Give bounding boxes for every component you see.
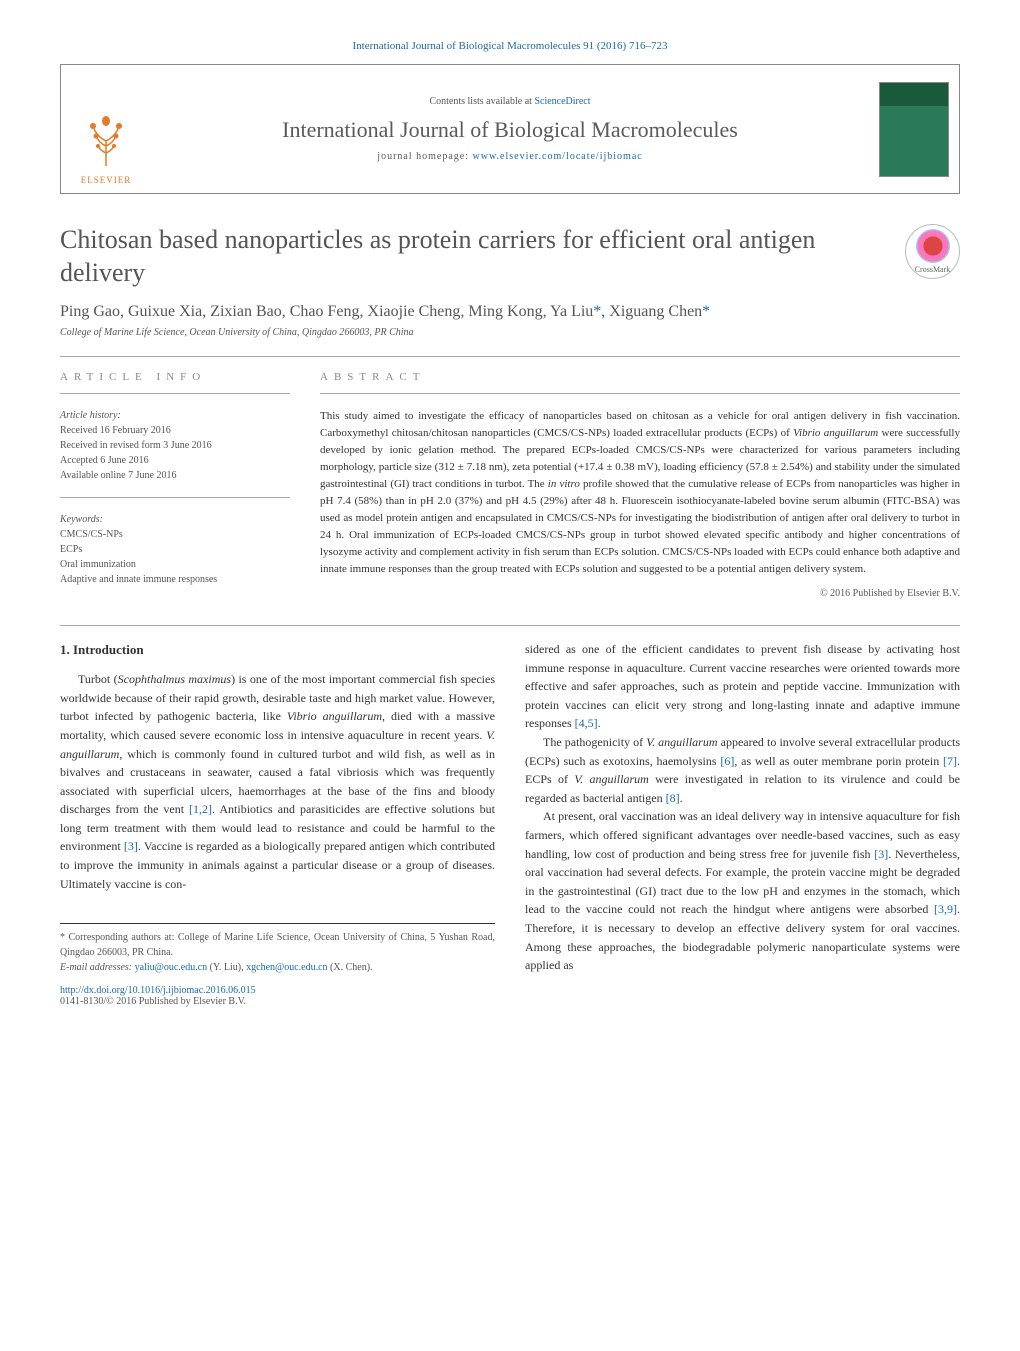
history-accepted: Accepted 6 June 2016 — [60, 453, 290, 468]
keyword: CMCS/CS-NPs — [60, 527, 290, 542]
abstract-text: This study aimed to investigate the effi… — [320, 408, 960, 578]
text-italic: V. anguillarum — [574, 772, 648, 786]
body-paragraph: At present, oral vaccination was an idea… — [525, 807, 960, 974]
contents-prefix: Contents lists available at — [429, 96, 531, 107]
journal-header: ELSEVIER Contents lists available at Sci… — [60, 64, 960, 194]
running-header: International Journal of Biological Macr… — [60, 40, 960, 52]
citation-link[interactable]: [1,2] — [189, 802, 212, 816]
abstract-column: abstract This study aimed to investigate… — [320, 371, 960, 601]
divider — [320, 393, 960, 394]
email-who: (Y. Liu), — [207, 962, 246, 973]
citation-link[interactable]: [3] — [124, 839, 138, 853]
journal-cover-icon — [879, 82, 949, 177]
keyword: Oral immunization — [60, 557, 290, 572]
body-paragraph: Turbot (Scophthalmus maximus) is one of … — [60, 670, 495, 893]
cover-thumbnail-block — [869, 65, 959, 193]
citation-link[interactable]: [6] — [720, 754, 734, 768]
publisher-logo-block: ELSEVIER — [61, 65, 151, 193]
affiliation: College of Marine Life Science, Ocean Un… — [60, 327, 960, 338]
body-columns: 1. Introduction Turbot (Scophthalmus max… — [60, 640, 960, 975]
history-received: Received 16 February 2016 — [60, 423, 290, 438]
article-title: Chitosan based nanoparticles as protein … — [60, 224, 885, 289]
author-list: Ping Gao, Guixue Xia, Zixian Bao, Chao F… — [60, 303, 960, 321]
text-seg: . — [598, 716, 601, 730]
email-line: E-mail addresses: yaliu@ouc.edu.cn (Y. L… — [60, 960, 495, 975]
journal-homepage-line: journal homepage: www.elsevier.com/locat… — [377, 151, 642, 162]
keyword: ECPs — [60, 542, 290, 557]
corr-mark-2: * — [702, 303, 710, 320]
publisher-name: ELSEVIER — [81, 175, 132, 185]
citation-link[interactable]: [3] — [874, 847, 888, 861]
header-center: Contents lists available at ScienceDirec… — [151, 65, 869, 193]
crossmark-badge[interactable]: CrossMark — [905, 224, 960, 279]
email-link[interactable]: yaliu@ouc.edu.cn — [135, 962, 208, 973]
doi-line: http://dx.doi.org/10.1016/j.ijbiomac.201… — [60, 985, 960, 996]
keywords-block: Keywords: CMCS/CS-NPs ECPs Oral immuniza… — [60, 512, 290, 587]
history-online: Available online 7 June 2016 — [60, 468, 290, 483]
author-last: Xiguang Chen — [609, 303, 702, 320]
elsevier-tree-icon — [81, 111, 131, 171]
doi-link[interactable]: http://dx.doi.org/10.1016/j.ijbiomac.201… — [60, 985, 256, 996]
abstract-italic: in vitro — [548, 478, 580, 490]
abstract-label: abstract — [320, 371, 960, 383]
abstract-seg: profile showed that the cumulative relea… — [320, 478, 960, 575]
footnotes: * Corresponding authors at: College of M… — [60, 923, 495, 975]
abstract-italic: Vibrio anguillarum — [793, 427, 878, 439]
citation-link[interactable]: [8] — [666, 791, 680, 805]
article-info-label: article info — [60, 371, 290, 383]
body-col-left: 1. Introduction Turbot (Scophthalmus max… — [60, 640, 495, 975]
homepage-prefix: journal homepage: — [377, 151, 469, 162]
divider — [60, 356, 960, 357]
issn-copyright: 0141-8130/© 2016 Published by Elsevier B… — [60, 996, 960, 1007]
sciencedirect-link[interactable]: ScienceDirect — [534, 96, 590, 107]
text-seg: , as well as outer membrane porin protei… — [734, 754, 943, 768]
divider — [60, 625, 960, 626]
contents-list-line: Contents lists available at ScienceDirec… — [429, 96, 590, 107]
crossmark-icon — [916, 229, 950, 263]
keywords-heading: Keywords: — [60, 512, 290, 527]
article-info-column: article info Article history: Received 1… — [60, 371, 290, 601]
body-paragraph: sidered as one of the efficient candidat… — [525, 640, 960, 733]
abstract-copyright: © 2016 Published by Elsevier B.V. — [320, 588, 960, 599]
body-col-right: sidered as one of the efficient candidat… — [525, 640, 960, 975]
authors-main: Ping Gao, Guixue Xia, Zixian Bao, Chao F… — [60, 303, 593, 320]
text-italic: V. anguillarum — [646, 735, 717, 749]
history-revised: Received in revised form 3 June 2016 — [60, 438, 290, 453]
section-heading: 1. Introduction — [60, 640, 495, 660]
keyword: Adaptive and innate immune responses — [60, 572, 290, 587]
journal-homepage-link[interactable]: www.elsevier.com/locate/ijbiomac — [473, 151, 643, 162]
email-link[interactable]: xgchen@ouc.edu.cn — [246, 962, 327, 973]
text-italic: Vibrio anguillarum — [287, 709, 382, 723]
text-seg: . — [680, 791, 683, 805]
body-paragraph: The pathogenicity of V. anguillarum appe… — [525, 733, 960, 807]
divider — [60, 393, 290, 394]
citation-link[interactable]: [7] — [943, 754, 957, 768]
crossmark-label: CrossMark — [915, 265, 951, 274]
email-who: (X. Chen). — [328, 962, 373, 973]
history-heading: Article history: — [60, 408, 290, 423]
email-label: E-mail addresses: — [60, 962, 132, 973]
citation-link[interactable]: [3,9] — [934, 902, 957, 916]
journal-name: International Journal of Biological Macr… — [282, 117, 738, 143]
article-history: Article history: Received 16 February 20… — [60, 408, 290, 483]
divider — [60, 497, 290, 498]
citation-link[interactable]: [4,5] — [575, 716, 598, 730]
text-seg: Turbot ( — [78, 672, 118, 686]
text-italic: Scophthalmus maximus — [118, 672, 231, 686]
corresponding-note: * Corresponding authors at: College of M… — [60, 930, 495, 960]
text-seg: The pathogenicity of — [543, 735, 646, 749]
